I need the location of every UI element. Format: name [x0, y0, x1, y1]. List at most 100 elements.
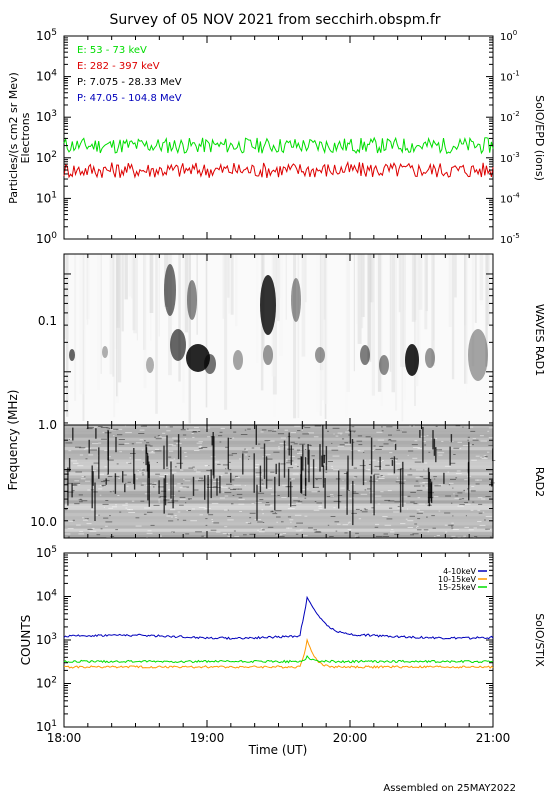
rad2-noise-dash	[326, 496, 334, 498]
rad2-noise-dash	[255, 464, 260, 466]
rad2-noise-dash	[220, 427, 225, 429]
rad2-noise-dash	[150, 451, 154, 453]
rad2-noise-dash	[489, 439, 495, 441]
rad2-noise-dash	[426, 516, 428, 518]
rad2-noise-dash	[275, 533, 280, 535]
rad2-noise-dash	[396, 429, 403, 431]
rad2-noise-dash	[203, 508, 206, 510]
rad2-noise-dash	[232, 437, 235, 439]
rad2-noise-dash	[304, 497, 307, 499]
rad2-noise-dash	[289, 478, 292, 480]
rad2-noise-dash	[388, 500, 395, 502]
rad2-noise-dash	[361, 511, 368, 513]
rad1-faint-streak	[424, 254, 428, 330]
rad2-noise-dash	[463, 489, 465, 491]
rad2-noise-dash	[192, 466, 195, 468]
rad2-noise-dash	[191, 433, 194, 434]
rad2-noise-dash	[226, 483, 233, 485]
rad2-noise-dash	[98, 442, 102, 444]
stix-plot-frame	[63, 552, 494, 728]
rad2-noise-dash	[299, 529, 304, 531]
rad2-noise-dash	[475, 455, 480, 457]
rad2-noise-dash	[300, 430, 303, 431]
epd-y-axis-label-2: Electrons	[19, 112, 32, 163]
rad2-noise-dash	[140, 425, 147, 427]
rad2-noise-dash	[193, 429, 200, 431]
rad1-faint-streak	[324, 254, 328, 404]
rad1-faint-streak	[86, 254, 89, 325]
rad2-noise-dash	[454, 497, 460, 499]
rad1-faint-streak	[479, 254, 484, 301]
rad2-noise-dash	[345, 431, 351, 433]
rad2-noise-dash	[467, 426, 474, 428]
rad2-noise-dash	[227, 516, 231, 517]
rad1-faint-streak	[404, 254, 406, 401]
rad2-noise-dash	[233, 431, 237, 433]
rad2-noise-dash	[78, 494, 83, 496]
rad1-faint-streak	[235, 254, 238, 327]
rad2-noise-dash	[375, 523, 380, 525]
rad2-noise-dash	[73, 462, 79, 464]
rad2-noise-dash	[174, 515, 177, 516]
rad2-noise-dash	[304, 449, 307, 450]
rad2-noise-dash	[74, 503, 80, 505]
rad2-noise-dash	[354, 535, 358, 537]
rad2-vertical-streak	[242, 453, 244, 475]
rad2-noise-dash	[390, 531, 395, 533]
rad1-faint-streak	[196, 254, 198, 335]
rad2-noise-dash	[331, 449, 339, 451]
rad2-noise-dash	[436, 449, 442, 451]
rad2-noise-dash	[180, 469, 184, 471]
rad2-vertical-streak	[72, 427, 74, 441]
rad2-vertical-streak	[71, 483, 73, 498]
rad2-noise-dash	[273, 451, 280, 453]
rad2-noise-dash	[249, 512, 256, 514]
rad2-noise-dash	[166, 430, 171, 432]
rad2-noise-dash	[300, 489, 306, 490]
rad2-noise-dash	[381, 430, 384, 432]
rad2-noise-dash	[434, 478, 436, 480]
rad2-noise-dash	[260, 447, 265, 449]
rad2-noise-dash	[156, 462, 158, 463]
rad2-noise-dash	[212, 481, 220, 482]
rad1-faint-streak	[415, 254, 419, 387]
rad1-faint-streak	[224, 254, 228, 410]
rad2-noise-dash	[297, 501, 303, 503]
rad2-noise-dash	[182, 519, 187, 521]
rad2-noise-dash	[455, 425, 461, 427]
rad2-noise-dash	[317, 490, 320, 492]
rad1-faint-streak	[96, 254, 100, 391]
rad2-noise-dash	[205, 465, 207, 467]
rad2-noise-dash	[325, 471, 328, 473]
rad1-faint-streak	[188, 254, 191, 424]
rad1-faint-streak	[124, 254, 128, 300]
rad2-noise-band	[64, 431, 493, 435]
rad2-noise-dash	[262, 522, 265, 523]
rad2-noise-dash	[123, 474, 127, 476]
rad2-noise-dash	[416, 525, 419, 527]
rad2-noise-dash	[287, 516, 292, 518]
rad1-faint-streak	[205, 254, 208, 408]
rad2-vertical-streak	[324, 478, 326, 509]
rad2-noise-dash	[297, 437, 301, 439]
rad2-noise-dash	[410, 534, 414, 536]
rad1-faint-streak	[417, 254, 419, 363]
rad2-noise-dash	[74, 480, 79, 482]
rad2-noise-dash	[469, 444, 472, 446]
rad2-noise-dash	[363, 451, 365, 453]
rad2-noise-dash	[158, 486, 165, 488]
rad2-noise-dash	[254, 519, 262, 521]
rad2-vertical-streak	[443, 472, 445, 484]
rad2-noise-dash	[166, 515, 171, 517]
rad2-noise-dash	[213, 486, 217, 488]
rad2-noise-dash	[368, 464, 371, 465]
rad2-noise-dash	[279, 442, 287, 444]
rad2-noise-dash	[159, 496, 167, 498]
rad2-noise-dash	[418, 511, 424, 513]
rad2-noise-dash	[100, 481, 105, 483]
rad2-noise-dash	[355, 532, 359, 534]
epd-y-tick-label: 102	[36, 150, 57, 165]
rad2-noise-dash	[141, 472, 144, 474]
rad2-noise-dash	[314, 501, 317, 502]
rad2-noise-dash	[231, 479, 235, 481]
